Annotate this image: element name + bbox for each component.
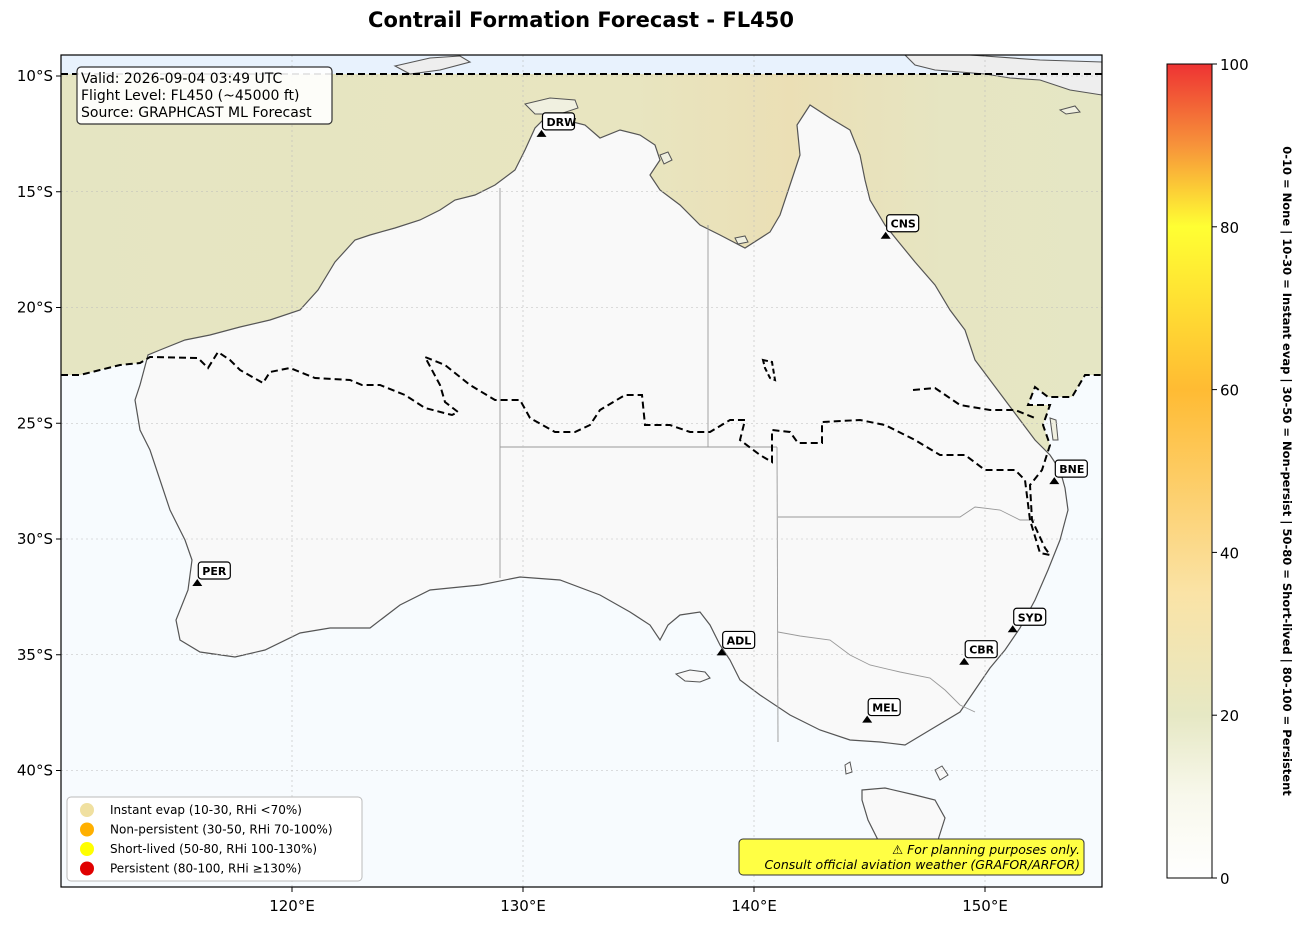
city-label-box [1013,607,1047,626]
colorbar-gradient [1166,63,1213,879]
city-label-box [886,214,920,233]
info-flight-level: Flight Level: FL450 (~45000 ft) [81,88,300,104]
airport-marker-icon [536,129,547,137]
city-label-box [964,640,998,659]
colorbar-tick-label: 100 [1220,56,1249,74]
city-markers: DRW CNS BNE PER SYD CBR ADL MEL [192,112,1088,723]
airport-marker-icon [880,231,891,239]
gridlines [61,55,1102,887]
airport-marker-icon [862,715,873,723]
lon-tick-label: 120°E [269,897,315,915]
lat-tick-label: 35°S [17,646,53,664]
airport-marker-icon [1049,477,1060,485]
lon-tick-label: 150°E [962,897,1008,915]
lat-tick-label: 20°S [17,299,53,317]
small-island-2 [844,761,853,775]
legend-item-label: Persistent (80-100, RHi ≥130%) [110,862,302,876]
airport-marker-icon [1007,625,1018,633]
chart-title: Contrail Formation Forecast - FL450 [368,8,794,32]
lat-tick-label: 40°S [17,762,53,780]
small-island-3 [934,765,949,781]
legend: Instant evap (10-30, RHi <70%) Non-persis… [66,796,363,882]
city-cns: CNS [880,214,920,239]
city-bne: BNE [1049,459,1088,485]
info-valid: Valid: 2026-09-04 03:49 UTC [81,71,282,87]
colorbar-tick-label: 40 [1220,544,1239,562]
groote-eylandt [659,151,673,165]
legend-item-label: Non-persistent (30-50, RHi 70-100%) [110,823,333,837]
lon-tick-label: 140°E [731,897,777,915]
airport-marker-icon [716,648,727,656]
lat-tick-label: 25°S [17,414,53,432]
contrail-zone-boundary-east [912,386,1036,419]
city-label: BNE [1059,463,1084,476]
city-label: SYD [1018,611,1043,624]
legend-item-label: Instant evap (10-30, RHi <70%) [110,803,302,817]
city-per: PER [192,561,231,586]
city-syd: SYD [1007,607,1047,633]
timor-coast [393,55,472,75]
legend-swatch [80,803,94,817]
colorbar: 0 20 40 60 80 100 0-10 = None | 10-30 = Insta… [1166,56,1294,888]
city-label-box [197,561,231,580]
colorbar-label: 0-10 = None | 10-30 = Instant evap | 30-… [1280,146,1294,796]
city-label-box [1054,459,1088,478]
australia-mainland [134,104,1069,746]
city-drw: DRW [536,112,576,137]
city-label: ADL [727,634,752,647]
lon-tick-label: 130°E [500,897,546,915]
airport-marker-icon [959,657,970,665]
lat-tick-label: 10°S [17,67,53,85]
warning-box: ⚠ For planning purposes only. Consult of… [738,838,1085,876]
colorbar-tick-label: 60 [1220,382,1239,400]
contrail-zone-boundary [61,350,1102,557]
city-label-box [867,697,901,717]
city-label: PER [202,565,227,578]
info-box: Valid: 2026-09-04 03:49 UTC Flight Level… [76,66,333,125]
legend-swatch [80,861,94,876]
city-cbr: CBR [959,640,998,665]
colorbar-tick-label: 80 [1220,219,1239,237]
colorbar-tick-label: 20 [1220,707,1239,725]
city-label: MEL [872,702,897,715]
lat-tick-label: 15°S [17,183,53,201]
city-label: DRW [546,116,576,129]
airport-marker-icon [192,578,203,586]
latitude-ticks: 10°S 15°S 20°S 25°S 30°S 35°S 40°S [17,67,61,780]
warning-line-2: Consult official aviation weather (GRAFO… [764,857,1080,872]
longitude-ticks: 120°E 130°E 140°E 150°E [269,887,1008,915]
legend-swatch [80,822,94,837]
colorbar-tick-label: 0 [1220,870,1230,888]
city-label: CBR [969,644,994,657]
new-guinea-coast [904,55,1102,96]
city-label: CNS [891,218,916,231]
city-label-box [541,112,576,131]
small-island-1 [1058,105,1081,115]
legend-swatch [80,842,94,856]
state-borders [499,188,1035,743]
lat-tick-label: 30°S [17,530,53,548]
map-frame [60,54,1103,888]
kangaroo-island [674,669,711,683]
melville-island [524,97,579,115]
info-source: Source: GRAPHCAST ML Forecast [81,105,312,121]
legend-item-label: Short-lived (50-80, RHi 100-130%) [110,842,317,856]
city-adl: ADL [716,630,756,656]
city-label-box [722,630,756,650]
city-mel: MEL [862,697,901,723]
mornington-island [734,235,749,245]
warning-line-1: ⚠ For planning purposes only. [892,842,1080,857]
